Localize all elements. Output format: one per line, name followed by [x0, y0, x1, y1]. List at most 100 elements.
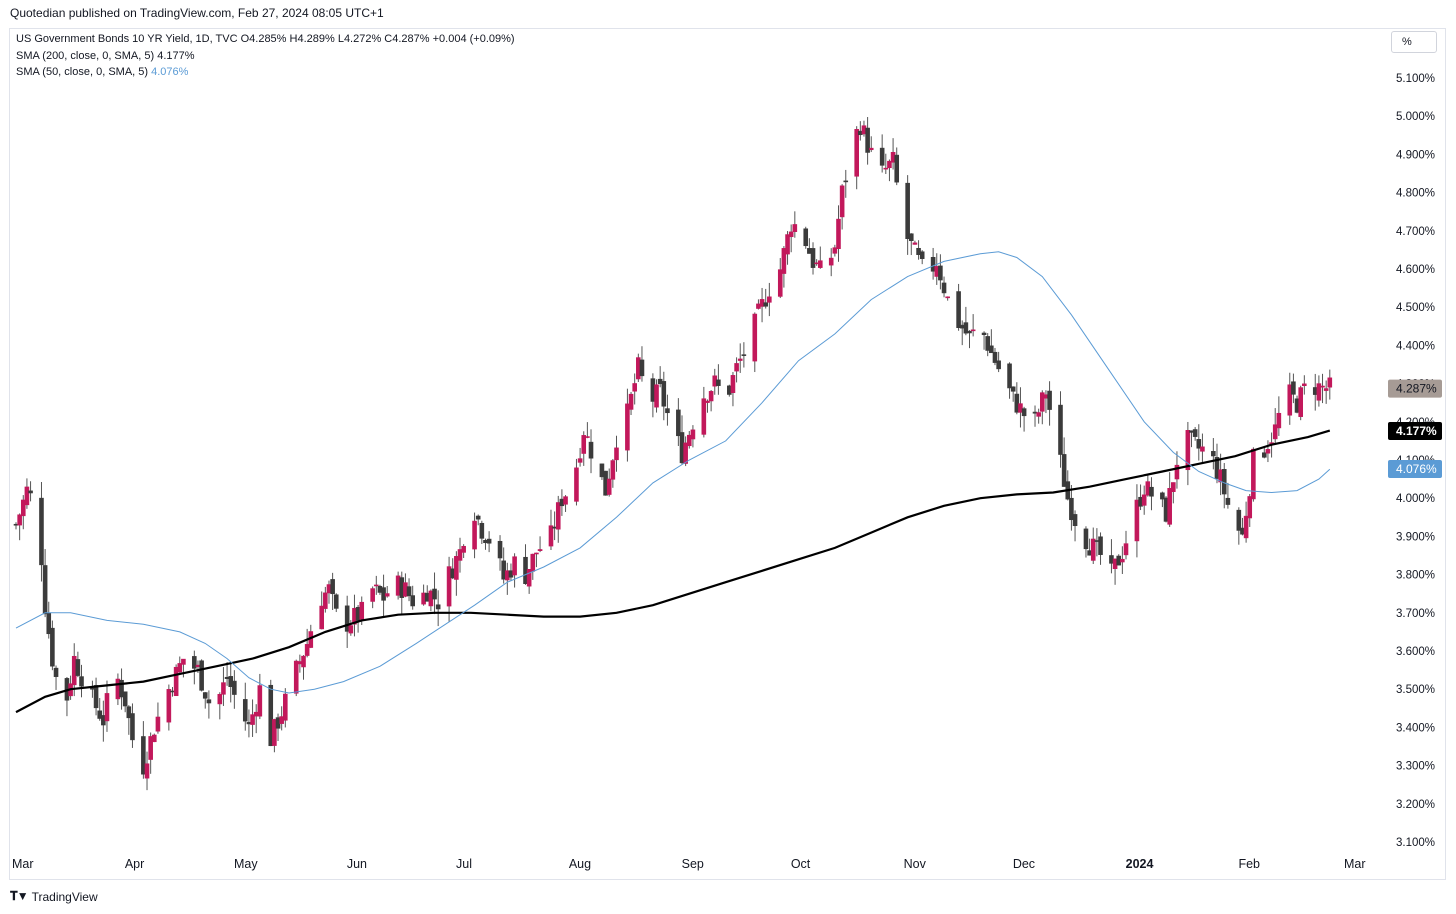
candle — [632, 373, 637, 405]
sma50-line — [15, 251, 1331, 694]
candle — [577, 447, 583, 467]
candle — [1236, 507, 1242, 545]
candle — [785, 231, 790, 265]
x-tick-label: Mar — [12, 857, 34, 871]
candle — [676, 398, 681, 446]
candle — [839, 184, 845, 230]
y-tick-label: 5.000% — [1396, 111, 1435, 123]
y-tick-label: 3.800% — [1396, 570, 1435, 582]
candle — [810, 242, 816, 275]
svg-text:4.287%: 4.287% — [1396, 382, 1437, 396]
candle — [628, 391, 634, 416]
candle — [512, 553, 517, 588]
legend-sma50-value: 4.076% — [151, 66, 189, 78]
y-tick-label: 3.400% — [1396, 722, 1435, 734]
y-tick-label: 3.600% — [1396, 646, 1435, 658]
candle — [945, 296, 950, 301]
candle — [1069, 484, 1074, 531]
x-tick-label: Oct — [791, 857, 811, 871]
candle — [119, 668, 124, 710]
candle — [75, 651, 81, 678]
legend-sma200: SMA (200, close, 0, SMA, 5) 4.177% — [16, 50, 195, 62]
candle — [50, 620, 55, 671]
candle — [763, 288, 769, 309]
candle — [268, 679, 274, 747]
candle — [301, 655, 306, 680]
candle — [734, 357, 739, 383]
candle — [166, 684, 172, 731]
candle — [741, 342, 747, 368]
candle — [1036, 408, 1041, 424]
candle — [1007, 362, 1012, 399]
svg-text:4.076%: 4.076% — [1396, 462, 1437, 476]
candle — [563, 495, 568, 512]
candle — [981, 331, 987, 350]
candle — [1039, 390, 1045, 425]
candle — [817, 246, 823, 269]
x-tick-label: Sep — [682, 857, 704, 871]
y-tick-label: 3.100% — [1396, 837, 1435, 849]
candle — [737, 343, 743, 373]
candle — [803, 226, 809, 249]
x-tick-label: Aug — [569, 857, 591, 871]
candle — [534, 552, 539, 568]
candle — [242, 682, 248, 731]
candle — [1261, 447, 1267, 459]
candle — [206, 690, 212, 719]
candle — [879, 134, 885, 173]
candle — [843, 169, 849, 198]
candle — [1072, 510, 1078, 542]
candle — [130, 703, 135, 748]
candle — [548, 509, 554, 551]
candle — [151, 733, 157, 743]
candle — [141, 721, 146, 779]
candle — [1214, 443, 1220, 484]
price-tag-sma200: 4.177% — [1388, 422, 1442, 440]
candle — [93, 677, 99, 716]
candle — [1120, 546, 1125, 574]
candle — [665, 394, 670, 426]
y-tick-label: 4.600% — [1396, 264, 1435, 276]
candle — [24, 478, 30, 509]
candle — [606, 468, 612, 497]
candle — [199, 659, 204, 692]
candle — [79, 664, 84, 698]
candle — [868, 136, 874, 153]
candle — [192, 650, 197, 685]
candle — [963, 306, 969, 336]
candle — [42, 549, 48, 618]
candle — [173, 664, 179, 697]
y-tick-label: 3.300% — [1396, 761, 1435, 773]
candle — [475, 514, 481, 526]
candle — [716, 364, 721, 395]
percent-scale-button[interactable]: % — [1391, 31, 1437, 53]
candle — [1167, 472, 1172, 527]
candle — [155, 702, 161, 734]
candle — [126, 705, 132, 735]
candle — [908, 233, 914, 256]
candle — [1174, 451, 1180, 489]
candle — [1272, 408, 1278, 444]
footer-logo[interactable]: 𝐓▼ TradingView — [10, 889, 98, 904]
candle — [1134, 484, 1140, 558]
candle — [1298, 385, 1303, 421]
candle — [104, 680, 110, 732]
candle — [181, 658, 186, 678]
candle — [967, 330, 972, 349]
x-tick-label: 2024 — [1126, 857, 1154, 871]
candle — [752, 312, 758, 373]
candle — [257, 673, 263, 720]
candle — [373, 575, 379, 595]
x-tick-label: May — [234, 857, 258, 871]
candle — [17, 513, 22, 541]
candle — [177, 656, 183, 674]
candle — [537, 536, 543, 553]
candle — [1123, 530, 1129, 560]
chart-frame — [9, 28, 1446, 880]
candle — [996, 351, 1001, 373]
candle — [410, 585, 415, 610]
candle — [1200, 433, 1205, 463]
candle — [1192, 427, 1198, 441]
candle — [894, 147, 900, 186]
